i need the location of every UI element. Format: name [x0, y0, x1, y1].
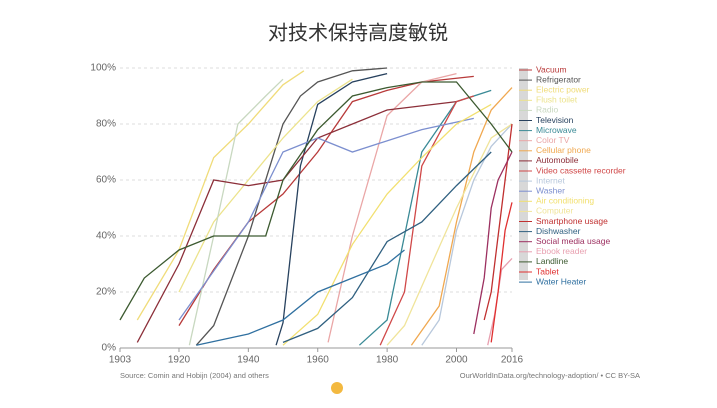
- series-line: [421, 123, 513, 346]
- legend-label: Television: [536, 115, 574, 125]
- legend-label: Computer: [536, 206, 573, 216]
- y-tick-label: 0%: [102, 343, 117, 354]
- series-line: [282, 151, 492, 344]
- series-line: [178, 117, 474, 321]
- series-line: [379, 95, 475, 346]
- legend-label: Vacuum: [536, 64, 567, 74]
- series-line: [473, 151, 513, 335]
- y-tick-label: 60%: [96, 175, 116, 186]
- legend-label: Cellular phone: [536, 145, 591, 155]
- y-tick-label: 100%: [90, 63, 116, 74]
- legend-label: Washer: [536, 185, 565, 195]
- credit: OurWorldInData.org/technology-adoption/ …: [460, 371, 640, 380]
- legend-label: Microwave: [536, 125, 577, 135]
- legend-label: Air conditioning: [536, 196, 594, 206]
- series-line: [282, 103, 492, 346]
- x-tick-label: 1980: [376, 355, 399, 366]
- legend-label: Video cassette recorder: [536, 165, 626, 175]
- legend-label: Smartphone usage: [536, 216, 608, 226]
- legend-label: Social media usage: [536, 236, 610, 246]
- legend-bar: [519, 68, 528, 280]
- x-tick-label: 1920: [168, 355, 191, 366]
- series-line: [490, 202, 513, 343]
- legend-label: Radio: [536, 105, 558, 115]
- chart-title: 对技术保持高度敏锐: [268, 21, 448, 44]
- legend-label: Internet: [536, 175, 565, 185]
- legend-label: Dishwasher: [536, 226, 581, 236]
- legend-label: Refrigerator: [536, 74, 581, 84]
- y-tick-label: 20%: [96, 287, 116, 298]
- x-tick-label: 1960: [307, 355, 330, 366]
- series-line: [178, 78, 353, 293]
- x-tick-label: 1903: [109, 355, 132, 366]
- legend-label: Automobile: [536, 155, 579, 165]
- series-line: [196, 249, 405, 346]
- x-tick-label: 1940: [237, 355, 260, 366]
- series-line: [195, 67, 388, 346]
- x-tick-label: 2016: [501, 355, 524, 366]
- series-line: [188, 78, 284, 346]
- series-line: [327, 72, 457, 343]
- x-tick-label: 2000: [445, 355, 468, 366]
- series-line: [119, 81, 513, 321]
- legend-label: Electric power: [536, 84, 590, 94]
- series-line: [275, 72, 388, 346]
- logo: [331, 382, 343, 394]
- series-line: [136, 100, 457, 343]
- legend-label: Color TV: [536, 135, 570, 145]
- y-tick-label: 80%: [96, 119, 116, 130]
- legend-label: Flush toilet: [536, 95, 578, 105]
- series-line: [410, 87, 513, 346]
- legend-label: Landline: [536, 256, 568, 266]
- legend-label: Ebook reader: [536, 246, 587, 256]
- y-tick-label: 40%: [96, 231, 116, 242]
- legend-label: Tablet: [536, 266, 559, 276]
- source: Source: Comin and Hobijn (2004) and othe…: [120, 371, 269, 380]
- series-line: [386, 123, 513, 346]
- legend-label: Water Heater: [536, 276, 586, 286]
- series-line: [136, 70, 305, 321]
